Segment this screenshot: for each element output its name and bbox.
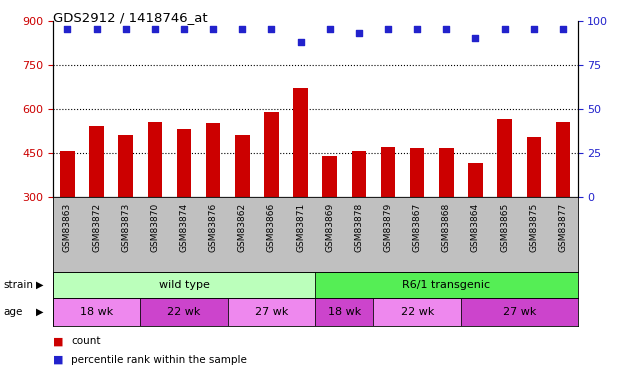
Bar: [461, 298, 578, 326]
Text: 27 wk: 27 wk: [255, 307, 288, 317]
Point: [266, 26, 276, 33]
Text: ▶: ▶: [36, 280, 43, 290]
Point: [296, 39, 306, 45]
Point: [91, 26, 101, 33]
Text: 18 wk: 18 wk: [80, 307, 113, 317]
Text: GSM83865: GSM83865: [500, 203, 509, 252]
Point: [558, 26, 568, 33]
Text: wild type: wild type: [158, 280, 209, 290]
Bar: [293, 88, 308, 197]
Text: GSM83874: GSM83874: [179, 203, 188, 252]
Text: GSM83869: GSM83869: [325, 203, 334, 252]
Point: [354, 30, 364, 36]
Point: [412, 26, 422, 33]
Bar: [53, 298, 140, 326]
Bar: [235, 135, 250, 197]
Bar: [315, 272, 578, 298]
Bar: [497, 119, 512, 197]
Text: GSM83867: GSM83867: [413, 203, 422, 252]
Text: GSM83871: GSM83871: [296, 203, 305, 252]
Text: count: count: [71, 336, 101, 346]
Bar: [322, 156, 337, 197]
Bar: [381, 147, 396, 197]
Text: ▶: ▶: [36, 307, 43, 317]
Point: [529, 26, 539, 33]
Text: GSM83877: GSM83877: [558, 203, 568, 252]
Text: GSM83868: GSM83868: [442, 203, 451, 252]
Point: [150, 26, 160, 33]
Point: [208, 26, 218, 33]
Bar: [373, 298, 461, 326]
Text: percentile rank within the sample: percentile rank within the sample: [71, 355, 247, 365]
Bar: [351, 152, 366, 197]
Text: 18 wk: 18 wk: [328, 307, 361, 317]
Point: [237, 26, 247, 33]
Text: ■: ■: [53, 355, 63, 365]
Bar: [556, 122, 570, 197]
Text: age: age: [3, 307, 22, 317]
Text: ■: ■: [53, 336, 63, 346]
Bar: [89, 126, 104, 197]
Text: GSM83872: GSM83872: [92, 203, 101, 252]
Text: strain: strain: [3, 280, 33, 290]
Bar: [264, 112, 279, 197]
Bar: [53, 272, 315, 298]
Point: [442, 26, 451, 33]
Text: R6/1 transgenic: R6/1 transgenic: [402, 280, 491, 290]
Text: 22 wk: 22 wk: [167, 307, 201, 317]
Point: [120, 26, 130, 33]
Point: [383, 26, 393, 33]
Text: GSM83875: GSM83875: [529, 203, 538, 252]
Bar: [140, 298, 228, 326]
Point: [325, 26, 335, 33]
Text: GSM83863: GSM83863: [63, 203, 72, 252]
Bar: [315, 298, 373, 326]
Bar: [119, 135, 133, 197]
Bar: [60, 152, 75, 197]
Point: [500, 26, 510, 33]
Text: 27 wk: 27 wk: [502, 307, 536, 317]
Text: GSM83873: GSM83873: [121, 203, 130, 252]
Bar: [410, 148, 425, 197]
Bar: [206, 123, 220, 197]
Text: GSM83862: GSM83862: [238, 203, 247, 252]
Bar: [439, 148, 453, 197]
Bar: [468, 163, 483, 197]
Text: GSM83878: GSM83878: [355, 203, 363, 252]
Bar: [148, 122, 162, 197]
Bar: [527, 136, 541, 197]
Text: GSM83879: GSM83879: [384, 203, 392, 252]
Text: 22 wk: 22 wk: [401, 307, 434, 317]
Text: GDS2912 / 1418746_at: GDS2912 / 1418746_at: [53, 11, 207, 24]
Bar: [228, 298, 315, 326]
Text: GSM83870: GSM83870: [150, 203, 160, 252]
Point: [471, 35, 481, 41]
Text: GSM83876: GSM83876: [209, 203, 217, 252]
Point: [179, 26, 189, 33]
Text: GSM83866: GSM83866: [267, 203, 276, 252]
Point: [62, 26, 72, 33]
Bar: [177, 129, 191, 197]
Text: GSM83864: GSM83864: [471, 203, 480, 252]
